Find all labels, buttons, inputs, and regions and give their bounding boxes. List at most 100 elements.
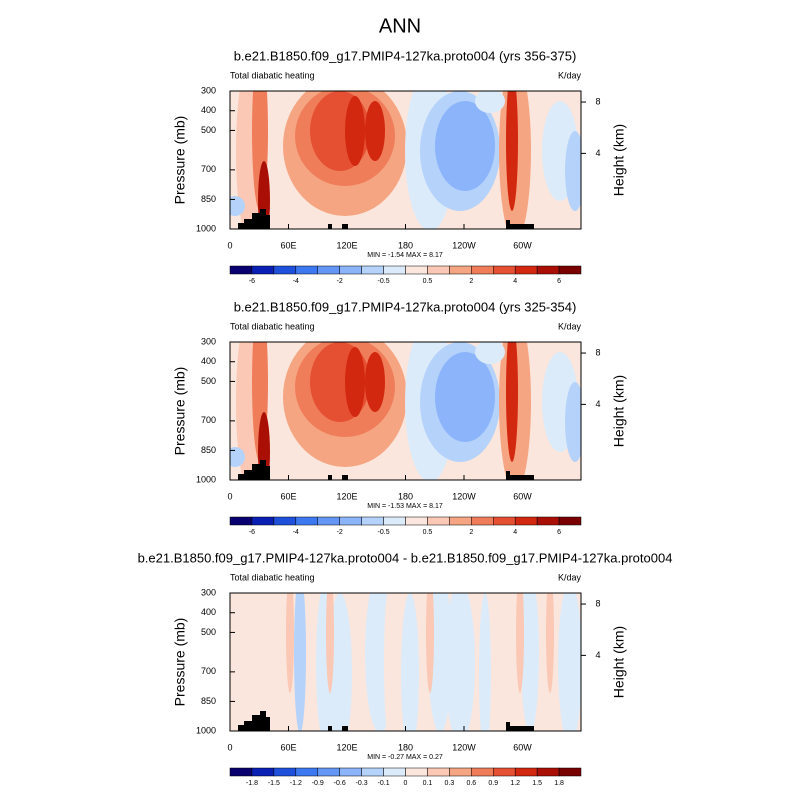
colorbar-box	[536, 265, 560, 275]
colorbar-box	[383, 516, 406, 526]
colorbar-box	[339, 265, 362, 275]
colorbar-label: -6	[249, 529, 255, 536]
colorbar-box	[339, 767, 362, 777]
colorbar-label: -0.5	[378, 278, 390, 285]
y2-tick-label: 8	[595, 96, 600, 106]
terrain	[506, 220, 534, 229]
contour-region	[426, 593, 434, 693]
right-label: K/day	[558, 321, 582, 331]
contour-region	[435, 101, 495, 191]
colorbar-box	[427, 265, 450, 275]
colorbar-label: 0.9	[488, 780, 498, 787]
y-tick-label: 500	[201, 627, 216, 637]
terrain	[238, 209, 270, 229]
colorbar-label: 4	[513, 529, 517, 536]
colorbar-label: 0.5	[423, 278, 433, 285]
terrain	[238, 711, 270, 731]
x-tick-label: 60E	[280, 240, 296, 250]
x-tick-label: 180	[398, 742, 413, 752]
y-tick-label: 1000	[196, 474, 216, 484]
x-tick-label: 120E	[336, 742, 357, 752]
y-tick-label: 1000	[196, 725, 216, 735]
y-tick-label: 300	[201, 85, 216, 95]
terrain	[506, 722, 534, 731]
x-tick-label: 0	[227, 240, 232, 250]
contour-region	[546, 593, 554, 693]
colorbar-label: 0	[404, 780, 408, 787]
colorbar-box	[339, 516, 362, 526]
colorbar-label: 6	[557, 529, 561, 536]
contour-region	[230, 196, 245, 216]
right-label: K/day	[558, 70, 582, 80]
colorbar-box	[427, 767, 450, 777]
colorbar-box	[251, 516, 275, 526]
colorbar-box	[558, 516, 582, 526]
colorbar-label: 6	[557, 278, 561, 285]
colorbar-box	[229, 767, 253, 777]
y-axis-title: Pressure (mb)	[172, 116, 188, 205]
y-tick-label: 850	[201, 696, 216, 706]
colorbar-label: 0.1	[423, 780, 433, 787]
colorbar-box	[229, 516, 253, 526]
colorbar-box	[493, 516, 516, 526]
colorbar-label: 2	[469, 278, 473, 285]
colorbar-box	[273, 516, 297, 526]
colorbar-box	[361, 516, 384, 526]
x-tick-label: 120E	[336, 491, 357, 501]
colorbar-box	[317, 767, 340, 777]
colorbar-box	[536, 767, 560, 777]
x-tick-label: 60E	[280, 742, 296, 752]
panel-title: b.e21.B1850.f09_g17.PMIP4-127ka.proto004…	[234, 299, 577, 314]
colorbar-label: 0.5	[423, 529, 433, 536]
colorbar-box	[383, 767, 406, 777]
colorbar-box	[558, 767, 582, 777]
colorbar-box	[317, 265, 340, 275]
terrain	[328, 475, 332, 480]
colorbar-box	[514, 767, 538, 777]
y-tick-label: 400	[201, 105, 216, 115]
contour-region	[230, 447, 245, 467]
y-tick-label: 700	[201, 666, 216, 676]
colorbar-label: -2	[337, 529, 343, 536]
contour-region	[445, 593, 475, 731]
y-tick-label: 1000	[196, 223, 216, 233]
stats: MIN = -0.27 MAX = 0.27	[367, 754, 443, 761]
colorbar-label: -4	[293, 529, 299, 536]
contour-region	[558, 593, 581, 731]
colorbar-box	[449, 265, 472, 275]
y2-tick-label: 4	[595, 650, 600, 660]
colorbar-box	[361, 767, 384, 777]
x-tick-label: 120W	[452, 742, 476, 752]
figure-title: ANN	[379, 15, 421, 37]
left-label: Total diabatic heating	[230, 321, 315, 331]
colorbar-box	[536, 516, 560, 526]
terrain	[342, 475, 348, 480]
contour-region	[326, 593, 334, 693]
contour-region	[506, 91, 518, 211]
colorbar-box	[361, 265, 384, 275]
y2-axis-title: Height (km)	[611, 626, 627, 698]
contour-region	[516, 593, 524, 693]
terrain	[342, 726, 348, 731]
contour-region	[286, 593, 294, 693]
contour-region	[565, 131, 581, 211]
y-tick-label: 400	[201, 607, 216, 617]
colorbar-label: 4	[513, 278, 517, 285]
colorbar-box	[493, 265, 516, 275]
y2-tick-label: 4	[595, 148, 600, 158]
colorbar-label: 0.3	[445, 780, 455, 787]
contour-region	[435, 352, 495, 442]
panel: b.e21.B1850.f09_g17.PMIP4-127ka.proto004…	[172, 299, 627, 535]
colorbar-label: 1.8	[554, 780, 564, 787]
terrain	[328, 726, 332, 731]
y-tick-label: 500	[201, 125, 216, 135]
x-tick-label: 0	[227, 491, 232, 501]
colorbar-label: -1.5	[268, 780, 280, 787]
colorbar-box	[273, 767, 297, 777]
y2-tick-label: 8	[595, 347, 600, 357]
y-tick-label: 700	[201, 164, 216, 174]
contour-region	[365, 101, 385, 161]
colorbar-box	[295, 767, 318, 777]
x-tick-label: 180	[398, 491, 413, 501]
colorbar-box	[449, 767, 472, 777]
